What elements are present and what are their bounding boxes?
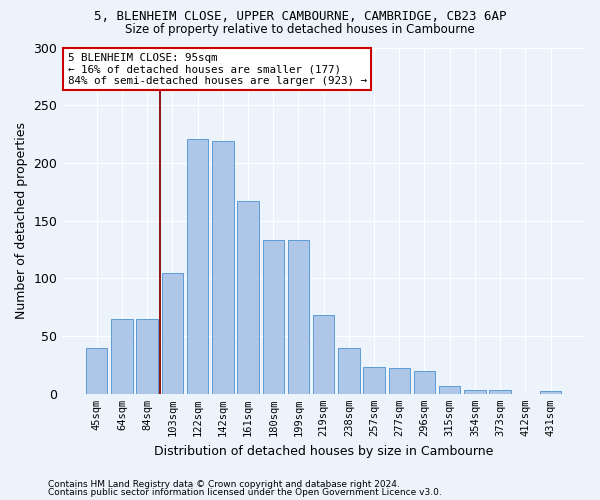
Y-axis label: Number of detached properties: Number of detached properties xyxy=(15,122,28,319)
Text: Contains HM Land Registry data © Crown copyright and database right 2024.: Contains HM Land Registry data © Crown c… xyxy=(48,480,400,489)
Bar xyxy=(161,272,183,394)
Bar xyxy=(414,370,435,394)
Bar xyxy=(263,240,284,394)
Bar xyxy=(313,316,334,394)
Bar xyxy=(389,368,410,394)
Bar xyxy=(464,390,485,394)
Text: 5 BLENHEIM CLOSE: 95sqm
← 16% of detached houses are smaller (177)
84% of semi-d: 5 BLENHEIM CLOSE: 95sqm ← 16% of detache… xyxy=(68,52,367,86)
Bar xyxy=(111,319,133,394)
Bar xyxy=(288,240,309,394)
X-axis label: Distribution of detached houses by size in Cambourne: Distribution of detached houses by size … xyxy=(154,444,493,458)
Bar xyxy=(338,348,359,394)
Text: Size of property relative to detached houses in Cambourne: Size of property relative to detached ho… xyxy=(125,22,475,36)
Bar xyxy=(212,141,233,394)
Text: 5, BLENHEIM CLOSE, UPPER CAMBOURNE, CAMBRIDGE, CB23 6AP: 5, BLENHEIM CLOSE, UPPER CAMBOURNE, CAMB… xyxy=(94,10,506,23)
Bar xyxy=(439,386,460,394)
Bar xyxy=(540,392,561,394)
Bar xyxy=(364,368,385,394)
Bar xyxy=(86,348,107,394)
Bar xyxy=(187,138,208,394)
Bar xyxy=(136,319,158,394)
Bar xyxy=(490,390,511,394)
Bar xyxy=(238,201,259,394)
Text: Contains public sector information licensed under the Open Government Licence v3: Contains public sector information licen… xyxy=(48,488,442,497)
